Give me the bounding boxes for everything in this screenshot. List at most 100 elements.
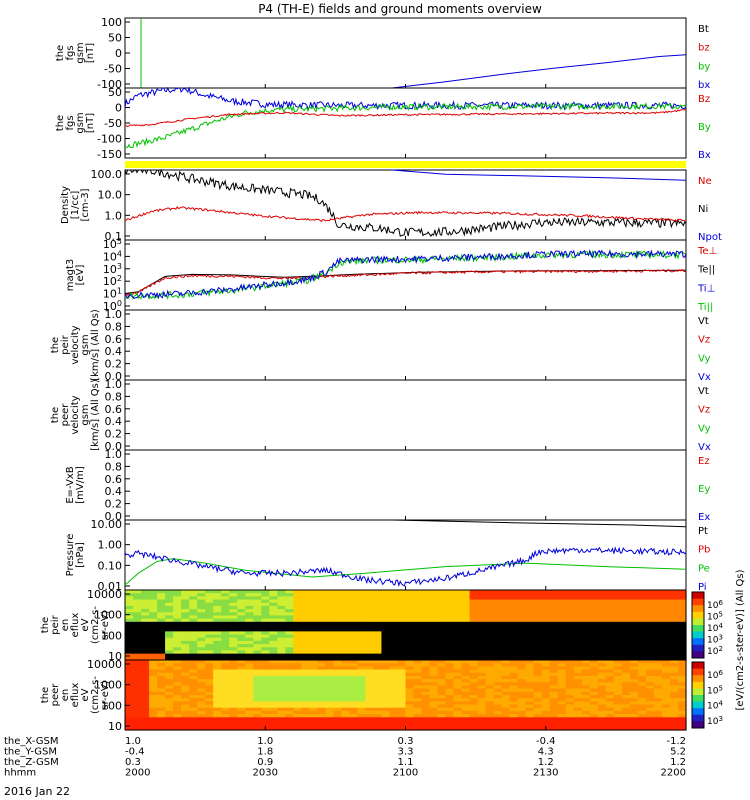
spectrogram-cell bbox=[637, 640, 647, 645]
spectrogram-cell bbox=[485, 707, 495, 712]
spectrogram-cell bbox=[389, 637, 399, 642]
spectrogram-cell bbox=[197, 669, 206, 674]
spectrogram-cell bbox=[341, 628, 350, 632]
spectrogram-cell bbox=[309, 628, 318, 632]
spectrogram-cell bbox=[197, 714, 206, 718]
spectrogram-cell bbox=[669, 720, 679, 725]
spectrogram-cell bbox=[341, 688, 350, 693]
spectrogram-cell bbox=[277, 710, 286, 715]
spectrogram-cell bbox=[533, 593, 543, 597]
y-axis-label: thepeerenefluxeV(cm2-s-sr-eV) bbox=[40, 676, 111, 714]
spectrogram-cell bbox=[381, 596, 391, 601]
spectrogram-cell bbox=[237, 685, 246, 690]
spectrogram-cell bbox=[629, 679, 639, 683]
spectrogram-cell bbox=[173, 650, 182, 655]
spectrogram-cell bbox=[605, 602, 615, 607]
spectrogram-cell bbox=[477, 688, 487, 693]
spectrogram-cell bbox=[485, 688, 495, 693]
spectrogram-cell bbox=[541, 590, 551, 594]
spectrogram-cell bbox=[285, 714, 294, 718]
spectrogram-cell bbox=[581, 628, 591, 632]
spectrogram-cell bbox=[405, 644, 415, 648]
spectrogram-cell bbox=[237, 599, 246, 604]
spectrogram-cell bbox=[613, 707, 623, 712]
spectrogram-cell bbox=[589, 647, 599, 652]
spectrogram-cell bbox=[597, 710, 607, 715]
spectrogram-cell bbox=[389, 590, 399, 594]
spectrogram-cell bbox=[477, 625, 487, 629]
y-axis-label: thepeirenefluxeV(cm2-s-sr-eV) bbox=[40, 606, 111, 644]
spectrogram-cell bbox=[677, 590, 687, 594]
spectrogram-cell bbox=[405, 682, 415, 687]
spectrogram-cell bbox=[613, 653, 623, 658]
spectrogram-cell bbox=[605, 596, 615, 601]
spectrogram-cell bbox=[645, 637, 655, 642]
spectrogram-cell bbox=[605, 650, 615, 655]
spectrogram-cell bbox=[213, 720, 222, 725]
spectrogram-cell bbox=[173, 663, 182, 667]
spectrogram-cell bbox=[157, 634, 166, 639]
spectrogram-cell bbox=[157, 605, 166, 610]
spectrogram-cell bbox=[237, 656, 246, 661]
spectrogram-cell bbox=[501, 596, 511, 601]
spectrogram-cell bbox=[437, 704, 447, 709]
spectrogram-cell bbox=[173, 590, 182, 594]
spectrogram-cell bbox=[493, 704, 503, 709]
spectrogram-cell bbox=[317, 698, 326, 702]
y-tick-label: -100 bbox=[97, 78, 122, 91]
spectrogram-cell bbox=[381, 615, 391, 620]
spectrogram-cell bbox=[421, 637, 431, 642]
spectrogram-cell bbox=[429, 720, 439, 725]
spectrogram-cell bbox=[509, 609, 519, 613]
spectrogram-cell bbox=[485, 710, 495, 715]
spectrogram-cell bbox=[293, 710, 302, 715]
spectrogram-cell bbox=[605, 688, 615, 693]
spectrogram-cell bbox=[269, 653, 278, 658]
spectrogram-cell bbox=[293, 612, 302, 617]
spectrogram-cell bbox=[309, 602, 318, 607]
spectrogram-cell bbox=[445, 640, 455, 645]
spectrogram-cell bbox=[381, 675, 391, 680]
spectrogram-cell bbox=[661, 590, 671, 594]
spectrogram-cell bbox=[141, 596, 150, 601]
spectrogram-cell bbox=[141, 688, 150, 693]
spectrogram-cell bbox=[629, 618, 639, 623]
spectrogram-cell bbox=[229, 698, 238, 702]
spectrogram-cell bbox=[453, 590, 463, 594]
spectrogram-cell bbox=[493, 637, 503, 642]
spectrogram-cell bbox=[285, 720, 294, 725]
spectrogram-cell bbox=[453, 691, 463, 696]
spectrogram-cell bbox=[661, 618, 671, 623]
spectrogram-cell bbox=[541, 650, 551, 655]
spectrogram-cell bbox=[213, 726, 222, 731]
spectrogram-cell bbox=[597, 590, 607, 594]
spectrogram-cell bbox=[477, 621, 487, 626]
spectrogram-cell bbox=[221, 726, 230, 731]
spectrogram-cell bbox=[637, 720, 647, 725]
spectrogram-cell bbox=[493, 618, 503, 623]
spectrogram-cell bbox=[565, 602, 575, 607]
spectrogram-cell bbox=[669, 691, 679, 696]
spectrogram-cell bbox=[533, 618, 543, 623]
spectrogram-cell bbox=[485, 720, 495, 725]
spectrogram-cell bbox=[213, 628, 222, 632]
spectrogram-cell bbox=[381, 695, 391, 699]
spectrogram-cell bbox=[389, 596, 399, 601]
spectrogram-cell bbox=[333, 621, 342, 626]
spectrogram-cell bbox=[421, 714, 431, 718]
spectrogram-cell bbox=[125, 685, 134, 690]
spectrogram-cell bbox=[637, 714, 647, 718]
spectrogram-cell bbox=[573, 628, 583, 632]
spectrogram-cell bbox=[221, 596, 230, 601]
spectrogram-cell bbox=[637, 647, 647, 652]
spectrogram-cell bbox=[597, 695, 607, 699]
spectrogram-cell bbox=[293, 672, 302, 677]
spectrogram-cell bbox=[413, 596, 423, 601]
spectrogram-cell bbox=[357, 698, 367, 702]
spectrogram-cell bbox=[677, 688, 687, 693]
spectrogram-cell bbox=[573, 688, 583, 693]
spectrogram-cell bbox=[381, 609, 391, 613]
spectrogram-cell bbox=[149, 717, 158, 722]
spectrogram-cell bbox=[285, 660, 294, 664]
spectrogram-cell bbox=[557, 688, 567, 693]
